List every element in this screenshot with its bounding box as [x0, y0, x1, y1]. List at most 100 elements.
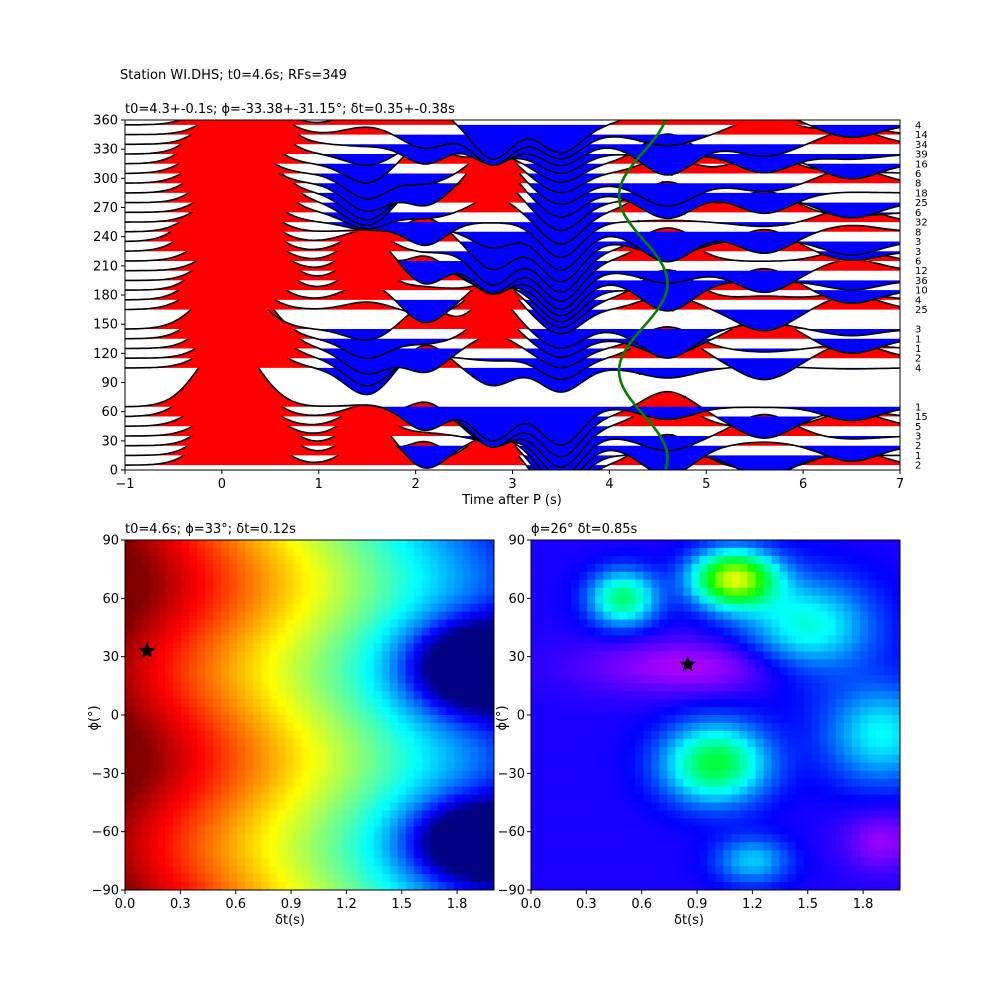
map-cell — [437, 707, 447, 716]
map-cell — [763, 810, 773, 819]
map-cell — [221, 659, 230, 668]
map-cell — [453, 651, 463, 660]
map-cell — [253, 563, 262, 573]
map-cell — [253, 659, 262, 668]
map-cell — [205, 850, 214, 859]
map-cell — [875, 579, 885, 589]
map-cell — [245, 579, 254, 589]
map-cell — [149, 587, 158, 597]
map-cell — [173, 810, 182, 819]
map-cell — [707, 722, 717, 732]
map-cell — [245, 810, 254, 819]
map-cell — [477, 754, 487, 764]
map-cell — [221, 715, 230, 724]
map-cell — [747, 659, 757, 668]
map-cell — [341, 579, 351, 589]
map-cell — [803, 595, 813, 605]
map-cell — [157, 770, 166, 780]
map-cell — [205, 794, 214, 804]
map-cell — [859, 874, 869, 883]
map-cell — [325, 882, 335, 890]
map-cell — [333, 540, 343, 549]
map-cell — [429, 882, 439, 890]
map-cell — [563, 826, 572, 835]
map-cell — [795, 555, 805, 565]
map-cell — [253, 683, 262, 692]
map-cell — [739, 810, 749, 819]
map-cell — [197, 587, 206, 597]
t0-curve — [617, 120, 669, 470]
map-cell — [867, 540, 877, 549]
map-cell — [563, 611, 572, 621]
map-cell — [333, 850, 343, 859]
map-cell — [405, 794, 415, 804]
map-cell — [341, 882, 351, 890]
map-cell — [413, 683, 423, 692]
map-cell — [755, 619, 765, 629]
map-cell — [571, 547, 580, 557]
map-cell — [253, 778, 262, 788]
map-cell — [181, 587, 190, 597]
map-cell — [413, 651, 423, 660]
map-cell — [413, 810, 423, 819]
map-cell — [381, 579, 391, 589]
map-cell — [133, 667, 142, 676]
map-cell — [595, 667, 604, 676]
map-cell — [763, 818, 773, 827]
trace-negative-fill — [125, 280, 900, 316]
map-cell — [643, 603, 652, 613]
map-cell — [819, 850, 829, 859]
map-cell — [325, 579, 335, 589]
map-cell — [253, 675, 262, 684]
map-cell — [213, 683, 222, 692]
map-cell — [859, 611, 869, 621]
map-cell — [357, 651, 367, 660]
map-cell — [667, 547, 676, 557]
map-cell — [445, 691, 455, 700]
map-cell — [883, 762, 893, 772]
map-cell — [445, 619, 455, 629]
map-cell — [851, 858, 861, 867]
map-cell — [683, 770, 693, 780]
map-cell — [851, 754, 861, 764]
map-cell — [357, 754, 367, 764]
map-cell — [421, 722, 431, 732]
map-cell — [635, 738, 644, 748]
map-cell — [731, 754, 741, 764]
map-cell — [539, 722, 548, 732]
map-cell — [779, 659, 789, 668]
map-cell — [293, 619, 303, 629]
map-cell — [149, 659, 158, 668]
map-cell — [715, 874, 725, 883]
map-cell — [819, 555, 829, 565]
map-cell — [883, 619, 893, 629]
map-cell — [547, 818, 556, 827]
map-cell — [405, 810, 415, 819]
map-cell — [381, 738, 391, 748]
map-cell — [205, 555, 214, 565]
map-cell — [189, 555, 198, 565]
map-cell — [875, 627, 885, 637]
map-cell — [133, 643, 142, 652]
map-cell — [571, 834, 580, 843]
map-cell — [619, 595, 628, 605]
map-cell — [755, 738, 765, 748]
map-cell — [197, 603, 206, 613]
map-cell — [181, 579, 190, 589]
map-cell — [715, 651, 725, 660]
trace-positive-fill — [125, 183, 900, 232]
map-cell — [819, 730, 829, 740]
map-cell — [707, 802, 717, 812]
map-cell — [317, 579, 327, 589]
map-cell — [277, 834, 287, 843]
map-cell — [619, 786, 628, 796]
map-cell — [595, 834, 604, 843]
map-cell — [173, 619, 182, 629]
map-cell — [779, 770, 789, 780]
map-cell — [611, 818, 620, 827]
map-cell — [555, 707, 564, 716]
map-cell — [277, 738, 287, 748]
map-cell — [485, 707, 494, 716]
map-cell — [213, 667, 222, 676]
map-cell — [181, 882, 190, 890]
